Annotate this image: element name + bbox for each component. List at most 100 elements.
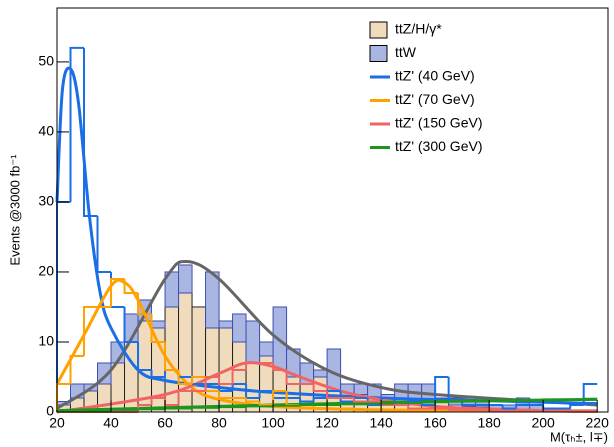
hist-step bbox=[434, 375, 449, 405]
x-tick-label: 180 bbox=[477, 415, 501, 431]
legend-label: ttZ' (300 GeV) bbox=[395, 138, 482, 154]
hist-step bbox=[501, 404, 517, 410]
hist-step bbox=[110, 277, 125, 307]
x-tick-label: 220 bbox=[586, 415, 610, 431]
hist-step bbox=[218, 376, 233, 385]
legend-label: ttZ' (70 GeV) bbox=[395, 91, 475, 107]
x-axis-label: M(τₕ±, l∓) bbox=[550, 429, 608, 444]
hist-step bbox=[83, 305, 98, 356]
hist-step bbox=[218, 390, 233, 399]
hist-step bbox=[191, 406, 206, 409]
legend-label: ttW bbox=[395, 44, 417, 60]
hist-step bbox=[312, 383, 328, 392]
hist-step bbox=[272, 404, 287, 407]
hist-step bbox=[366, 397, 382, 406]
hist-bar bbox=[218, 320, 234, 329]
hist-step bbox=[258, 389, 274, 398]
hist-step bbox=[326, 390, 341, 399]
hist-step bbox=[137, 341, 152, 371]
hist-step bbox=[542, 398, 557, 401]
hist-step bbox=[231, 368, 247, 384]
hist-step bbox=[569, 403, 584, 409]
hist-bar bbox=[178, 264, 193, 294]
hist-step bbox=[393, 409, 409, 412]
hist-step bbox=[69, 354, 85, 384]
hist-step bbox=[123, 306, 139, 343]
hist-step bbox=[542, 404, 557, 410]
hist-step bbox=[164, 341, 179, 371]
hist-step bbox=[204, 375, 220, 391]
hist-step bbox=[285, 369, 301, 385]
hist-bar bbox=[353, 383, 369, 395]
x-tick-label: 140 bbox=[369, 415, 393, 431]
x-tick-label: 120 bbox=[315, 415, 339, 431]
hist-step bbox=[353, 397, 368, 403]
legend-swatch bbox=[369, 21, 388, 39]
hist-bar bbox=[151, 320, 166, 329]
hist-step bbox=[245, 397, 260, 403]
hist-step bbox=[191, 375, 206, 384]
hist-step bbox=[312, 404, 328, 410]
hist-step bbox=[164, 407, 179, 410]
hist-step bbox=[69, 46, 85, 202]
y-tick-label: 20 bbox=[38, 263, 54, 279]
legend-label: ttZ' (150 GeV) bbox=[395, 115, 482, 131]
hist-step bbox=[110, 271, 125, 308]
x-tick-label: 200 bbox=[531, 415, 555, 431]
y-tick-label: 10 bbox=[38, 333, 54, 349]
hist-step bbox=[137, 408, 152, 411]
hist-step bbox=[353, 408, 368, 411]
hist-step bbox=[177, 389, 193, 405]
hist-step bbox=[393, 401, 409, 404]
hist-step bbox=[299, 397, 314, 403]
hist-step bbox=[83, 47, 98, 217]
legend-label: ttZ' (40 GeV) bbox=[395, 68, 475, 84]
hist-step bbox=[528, 410, 544, 413]
x-tick-label: 160 bbox=[423, 415, 447, 431]
hist-step bbox=[312, 396, 328, 402]
hist-step bbox=[366, 402, 382, 405]
fit-curve bbox=[56, 259, 598, 410]
hist-step bbox=[96, 215, 112, 273]
legend-label: ttZ/H/γ* bbox=[395, 21, 442, 37]
hist-bar bbox=[313, 369, 328, 378]
hist-step bbox=[150, 369, 166, 378]
x-tick-label: 40 bbox=[103, 415, 119, 431]
hist-bar bbox=[245, 320, 261, 364]
hist-bar bbox=[205, 271, 220, 329]
hist-step bbox=[299, 403, 314, 406]
hist-step bbox=[582, 397, 598, 400]
y-tick-label: 30 bbox=[38, 193, 54, 209]
hist-step bbox=[123, 278, 139, 294]
hist-step bbox=[150, 313, 166, 343]
hist-step bbox=[83, 409, 98, 412]
hist-step bbox=[150, 396, 166, 405]
x-tick-label: 60 bbox=[157, 415, 173, 431]
x-tick-label: 100 bbox=[261, 415, 285, 431]
y-axis-label: Events @3000 fb⁻¹ bbox=[7, 154, 22, 266]
y-tick-label: 50 bbox=[38, 53, 54, 69]
hist-step bbox=[339, 390, 355, 403]
hist-step bbox=[258, 401, 274, 406]
hist-step bbox=[488, 409, 503, 412]
plot-frame bbox=[56, 7, 609, 413]
hist-step bbox=[245, 361, 260, 370]
y-tick-label: 40 bbox=[38, 123, 54, 139]
x-tick-label: 20 bbox=[49, 415, 65, 431]
y-tick-label: 0 bbox=[46, 403, 54, 419]
x-tick-label: 80 bbox=[211, 415, 227, 431]
hist-step bbox=[488, 399, 503, 402]
hist-step bbox=[515, 403, 530, 409]
hist-step bbox=[218, 406, 233, 409]
hist-bar bbox=[259, 341, 274, 357]
hist-step bbox=[515, 399, 530, 402]
hist-bar bbox=[232, 313, 247, 343]
hist-step bbox=[177, 369, 193, 385]
hist-step bbox=[447, 408, 463, 411]
hist-step bbox=[447, 400, 463, 403]
hist-step bbox=[272, 362, 287, 371]
hist-step bbox=[110, 408, 125, 411]
legend-swatch bbox=[369, 45, 388, 62]
hist-step bbox=[339, 403, 355, 406]
